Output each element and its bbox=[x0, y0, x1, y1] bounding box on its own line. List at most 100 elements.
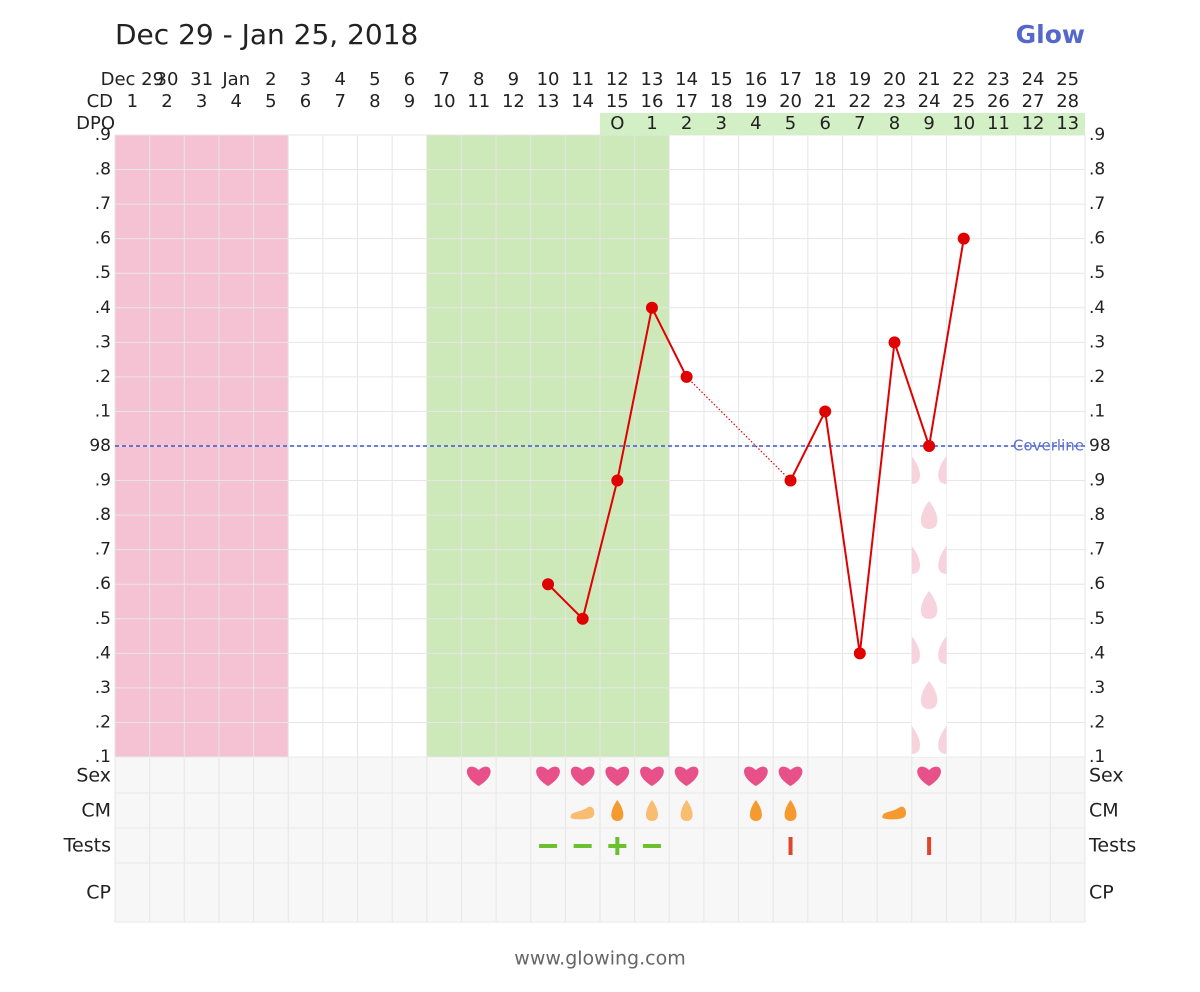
y2-tick-label: .3 bbox=[1089, 678, 1105, 698]
cd-label: 18 bbox=[710, 91, 733, 112]
y-tick-label: .2 bbox=[95, 367, 111, 387]
y2-tick-label: .8 bbox=[1089, 505, 1105, 525]
cm-drop bbox=[611, 800, 624, 821]
cd-label: 1 bbox=[127, 91, 138, 112]
temp-point bbox=[784, 474, 797, 487]
date-label: 31 bbox=[190, 69, 213, 90]
date-label: 3 bbox=[300, 69, 311, 90]
date-label: 4 bbox=[334, 69, 345, 90]
y-tick-label: .1 bbox=[95, 747, 111, 767]
spotting-drop bbox=[920, 681, 938, 709]
cd-label: 11 bbox=[467, 91, 490, 112]
temp-point bbox=[888, 336, 901, 349]
spotting-drop bbox=[920, 591, 938, 619]
date-label: 22 bbox=[952, 69, 975, 90]
date-label: 6 bbox=[404, 69, 415, 90]
temp-point bbox=[645, 301, 658, 314]
dpo-label: 9 bbox=[923, 113, 934, 134]
y2-tick-label: .5 bbox=[1089, 263, 1105, 283]
date-label: 14 bbox=[675, 69, 698, 90]
cd-label: 15 bbox=[606, 91, 629, 112]
y-tick-label: .8 bbox=[95, 505, 111, 525]
opk-negative bbox=[573, 844, 592, 848]
spotting-drop bbox=[938, 726, 947, 754]
y2-tick-label: .7 bbox=[1089, 540, 1105, 560]
dpo-label: 6 bbox=[819, 113, 830, 134]
date-label: 20 bbox=[883, 69, 906, 90]
y-tick-label: .1 bbox=[95, 401, 111, 421]
temp-point bbox=[923, 440, 936, 452]
cm-drop bbox=[645, 800, 658, 821]
cd-label: 3 bbox=[196, 91, 207, 112]
y2-tick-label: 98 bbox=[1089, 436, 1111, 456]
cd-label: 19 bbox=[744, 91, 767, 112]
cd-label: 24 bbox=[918, 91, 941, 112]
dpo-label: 4 bbox=[750, 113, 761, 134]
cd-label: 21 bbox=[814, 91, 837, 112]
cd-row-label: CD bbox=[87, 91, 113, 112]
row-label-right: CP bbox=[1089, 882, 1114, 904]
date-label: 18 bbox=[814, 69, 837, 90]
date-label: 24 bbox=[1022, 69, 1045, 90]
date-label: 7 bbox=[438, 69, 449, 90]
cd-label: 16 bbox=[641, 91, 664, 112]
y-tick-label: .7 bbox=[95, 540, 111, 560]
spotting-drop bbox=[911, 636, 921, 664]
spotting-edge bbox=[911, 456, 947, 754]
row-label-right: CM bbox=[1089, 800, 1119, 822]
dpo-label: 3 bbox=[716, 113, 727, 134]
spotting-drop bbox=[920, 501, 938, 529]
cd-label: 12 bbox=[502, 91, 525, 112]
y-tick-label: .3 bbox=[95, 332, 111, 352]
dpo-label: 1 bbox=[646, 113, 657, 134]
y-tick-label: .9 bbox=[95, 471, 111, 491]
cd-label: 26 bbox=[987, 91, 1010, 112]
heart-icon bbox=[744, 766, 768, 786]
heart-icon bbox=[674, 766, 699, 786]
date-label: 5 bbox=[369, 69, 380, 90]
cd-label: 22 bbox=[848, 91, 871, 112]
row-label: Sex bbox=[76, 765, 111, 787]
date-label: 17 bbox=[779, 69, 802, 90]
y2-tick-label: .9 bbox=[1089, 471, 1105, 491]
cd-label: 7 bbox=[334, 91, 345, 112]
date-label: 25 bbox=[1056, 69, 1079, 90]
dpo-label: 7 bbox=[854, 113, 865, 134]
y-tick-label: .6 bbox=[95, 574, 111, 594]
cd-label: 2 bbox=[161, 91, 172, 112]
date-label: 23 bbox=[987, 69, 1010, 90]
y2-tick-label: .1 bbox=[1089, 401, 1105, 421]
spotting-drop bbox=[911, 546, 921, 574]
date-label: 21 bbox=[918, 69, 941, 90]
opk-negative bbox=[642, 844, 661, 848]
y-tick-label: .5 bbox=[95, 609, 111, 629]
heart-icon bbox=[605, 766, 630, 786]
heart-icon bbox=[778, 766, 803, 786]
cd-label: 9 bbox=[404, 91, 415, 112]
y2-tick-label: .6 bbox=[1089, 574, 1105, 594]
y2-tick-label: .7 bbox=[1089, 194, 1105, 214]
y2-tick-label: .1 bbox=[1089, 747, 1105, 767]
cm-drop bbox=[784, 800, 797, 821]
spotting bbox=[911, 455, 947, 757]
y2-tick-label: .5 bbox=[1089, 609, 1105, 629]
cd-label: 23 bbox=[883, 91, 906, 112]
temp-point bbox=[819, 405, 832, 418]
temp-point bbox=[611, 474, 624, 487]
cd-label: 5 bbox=[265, 91, 276, 112]
spotting-drop bbox=[911, 726, 921, 754]
y2-tick-label: .8 bbox=[1089, 160, 1105, 180]
footer: www.glowing.com bbox=[514, 948, 685, 970]
row-label: CP bbox=[86, 882, 111, 904]
date-label: Dec 29 bbox=[101, 69, 164, 90]
y-tick-label: .8 bbox=[95, 160, 111, 180]
temp-point bbox=[576, 612, 589, 625]
row-label: CM bbox=[81, 800, 111, 822]
y-tick-label: .3 bbox=[95, 678, 111, 698]
row-label: Tests bbox=[63, 835, 111, 857]
cd-label: 27 bbox=[1022, 91, 1045, 112]
heart-icon bbox=[466, 766, 491, 786]
cd-label: 10 bbox=[433, 91, 456, 112]
dpo-label: 12 bbox=[1022, 113, 1045, 134]
